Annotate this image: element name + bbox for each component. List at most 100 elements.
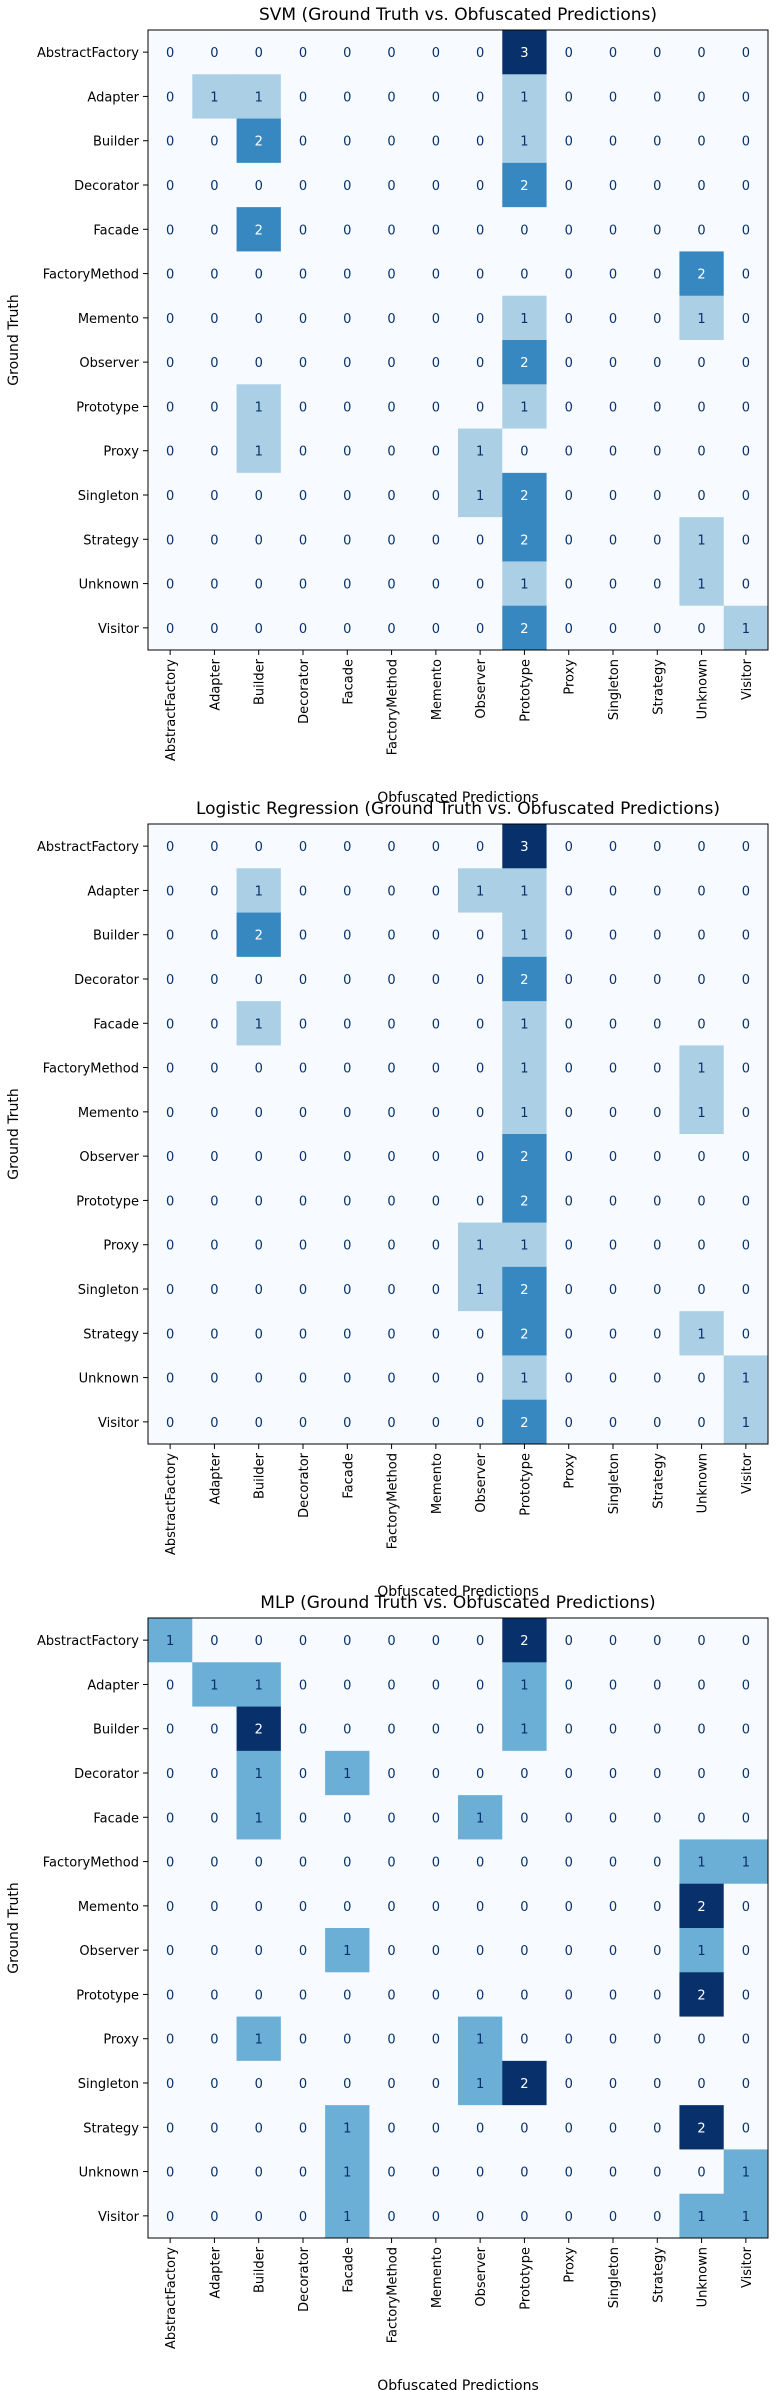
heatmap-cell — [458, 824, 503, 869]
cell-value-label: 0 — [476, 1634, 484, 1649]
heatmap-cell — [148, 1928, 193, 1973]
cell-value-label: 0 — [387, 1062, 395, 1077]
cell-value-label: 1 — [343, 1944, 351, 1959]
cell-value-label: 0 — [343, 223, 351, 238]
cell-value-label: 0 — [609, 1634, 617, 1649]
heatmap-cell — [413, 605, 459, 651]
cell-value-label: 2 — [255, 135, 263, 150]
heatmap-cell — [192, 1972, 238, 2018]
cell-value-label: 0 — [166, 1900, 174, 1915]
cell-value-label: 0 — [210, 400, 218, 415]
heatmap-cell — [635, 2060, 680, 2106]
cell-value-label: 0 — [609, 533, 617, 548]
cell-value-label: 0 — [432, 929, 440, 944]
cell-value-label: 0 — [476, 2166, 484, 2181]
cell-value-label: 0 — [609, 578, 617, 593]
cell-value-label: 0 — [299, 1372, 307, 1387]
heatmap-cell — [192, 1266, 238, 1312]
cell-value-label: 0 — [255, 179, 263, 194]
cell-value-label: 1 — [742, 2210, 750, 2225]
cell-value-label: 0 — [476, 356, 484, 371]
heatmap-cell — [458, 472, 503, 518]
chart-title: SVM (Ground Truth vs. Obfuscated Predict… — [259, 5, 657, 25]
heatmap-cell — [413, 1928, 459, 1973]
heatmap-cell — [413, 1883, 459, 1929]
y-tick-label: Observer — [79, 1944, 139, 1959]
cell-value-label: 1 — [742, 622, 750, 637]
cell-value-label: 0 — [653, 489, 661, 504]
heatmap-cell — [723, 384, 769, 430]
cell-value-label: 0 — [432, 1767, 440, 1782]
cell-value-label: 0 — [166, 622, 174, 637]
heatmap-cell — [192, 1355, 238, 1401]
heatmap-cell — [679, 1706, 725, 1752]
cell-value-label: 1 — [520, 1017, 528, 1032]
cell-value-label: 0 — [697, 1634, 705, 1649]
cell-value-label: 0 — [697, 223, 705, 238]
cell-value-label: 0 — [255, 489, 263, 504]
cell-value-label: 0 — [609, 622, 617, 637]
cell-value-label: 0 — [255, 2077, 263, 2092]
heatmap-cell — [192, 1662, 238, 1708]
cell-value-label: 0 — [653, 223, 661, 238]
cell-value-label: 0 — [299, 1283, 307, 1298]
heatmap-cell — [280, 1089, 326, 1135]
heatmap-cell — [590, 340, 636, 385]
heatmap-cell — [546, 956, 592, 1002]
heatmap-cell — [192, 30, 238, 75]
cell-value-label: 0 — [255, 46, 263, 61]
cell-value-label: 0 — [742, 1988, 750, 2003]
heatmap-cell — [192, 2149, 238, 2195]
cell-value-label: 0 — [166, 489, 174, 504]
cell-value-label: 0 — [742, 356, 750, 371]
cell-value-label: 0 — [343, 1017, 351, 1032]
heatmap-cell — [502, 605, 548, 651]
heatmap-cell — [192, 2105, 238, 2150]
cell-value-label: 2 — [255, 223, 263, 238]
heatmap-cell — [325, 162, 370, 208]
heatmap-cell — [325, 1706, 370, 1752]
y-tick-label: AbstractFactory — [37, 1634, 139, 1649]
heatmap-cell — [192, 207, 238, 252]
heatmap-cell — [325, 1750, 370, 1796]
heatmap-cell — [546, 340, 592, 385]
cell-value-label: 0 — [742, 135, 750, 150]
cell-value-label: 0 — [299, 1239, 307, 1254]
cell-value-label: 0 — [432, 533, 440, 548]
cell-value-label: 0 — [520, 1988, 528, 2003]
cell-value-label: 0 — [609, 1678, 617, 1693]
heatmap-cell — [723, 1883, 769, 1929]
heatmap-cell — [458, 1355, 503, 1401]
cell-value-label: 0 — [210, 46, 218, 61]
cell-value-label: 0 — [476, 1416, 484, 1431]
cell-value-label: 1 — [520, 1239, 528, 1254]
heatmap-cell — [325, 824, 370, 869]
cell-value-label: 0 — [387, 884, 395, 899]
heatmap-cell — [325, 2060, 370, 2106]
heatmap-cell — [590, 162, 636, 208]
cell-value-label: 0 — [432, 2121, 440, 2136]
heatmap-cell — [723, 2016, 769, 2062]
heatmap-cell — [679, 868, 725, 914]
heatmap-cell — [192, 1045, 238, 1091]
cell-value-label: 0 — [476, 135, 484, 150]
heatmap-cell — [280, 912, 326, 958]
cell-value-label: 0 — [387, 1194, 395, 1209]
cell-value-label: 0 — [609, 312, 617, 327]
heatmap-cell — [192, 74, 238, 120]
cell-value-label: 0 — [343, 1678, 351, 1693]
heatmap-cell — [590, 1045, 636, 1091]
cell-value-label: 0 — [697, 1239, 705, 1254]
heatmap-cell — [236, 1839, 282, 1885]
cell-value-label: 1 — [742, 1856, 750, 1871]
heatmap-cell — [148, 74, 193, 120]
cell-value-label: 0 — [565, 223, 573, 238]
heatmap-cell — [413, 2193, 459, 2239]
cell-value-label: 0 — [343, 2033, 351, 2048]
heatmap-cell — [679, 162, 725, 208]
cell-value-label: 0 — [520, 2166, 528, 2181]
heatmap-cell — [369, 1399, 415, 1445]
heatmap-cell — [546, 1618, 592, 1663]
cell-value-label: 0 — [565, 356, 573, 371]
cell-value-label: 0 — [653, 1811, 661, 1826]
